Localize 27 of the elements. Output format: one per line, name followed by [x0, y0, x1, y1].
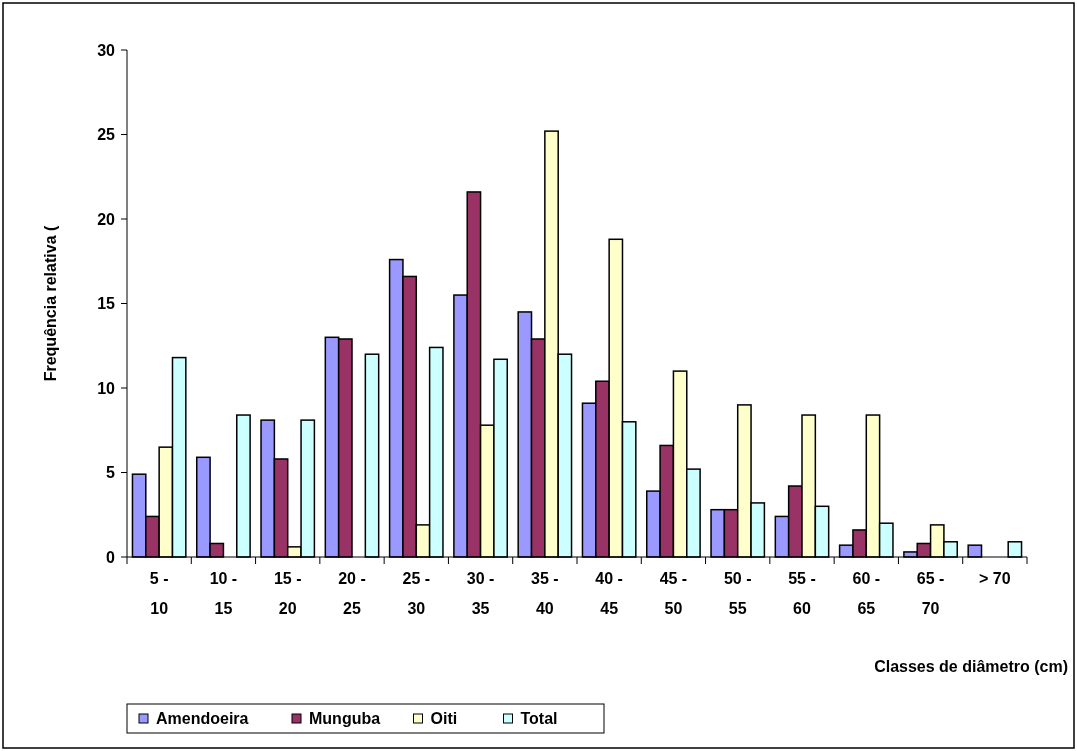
x-tick-label: 60 - 65	[852, 570, 881, 617]
y-tick-label: 30	[97, 41, 116, 59]
legend-label: Oiti	[430, 710, 458, 727]
x-tick-label: 65 - 70	[916, 570, 945, 617]
y-tick-label: 15	[97, 295, 116, 313]
y-tick-label: 5	[106, 464, 116, 482]
y-tick-label: 20	[97, 210, 116, 228]
x-tick-label: 5 - 10	[149, 570, 169, 617]
legend-label: Amendoeira	[156, 710, 249, 727]
x-tick-label: 20 - 25	[338, 570, 366, 617]
y-tick-label: 0	[106, 548, 116, 566]
x-axis-title: Classes de diâmetro (cm)	[874, 658, 1068, 675]
x-tick-label: 45 - 50	[659, 570, 688, 617]
x-tick-label: 40 - 45	[595, 570, 623, 617]
x-tick-label: 30 - 35	[466, 570, 495, 617]
x-tick-label: 25 - 30	[402, 570, 431, 617]
x-tick-label: > 70	[979, 570, 1011, 587]
y-tick-label: 10	[97, 379, 116, 397]
x-tick-label: 10 - 15	[209, 570, 238, 617]
legend-label: Munguba	[309, 710, 381, 727]
x-tick-label: 55 - 60	[788, 570, 816, 617]
legend-label: Total	[520, 710, 558, 727]
y-axis-title: Frequência relativa (	[42, 225, 59, 382]
y-tick-label: 25	[97, 126, 116, 144]
x-tick-label: 15 - 20	[273, 570, 302, 617]
x-tick-label: 35 - 40	[531, 570, 559, 617]
x-tick-label: 50 - 55	[723, 570, 752, 617]
